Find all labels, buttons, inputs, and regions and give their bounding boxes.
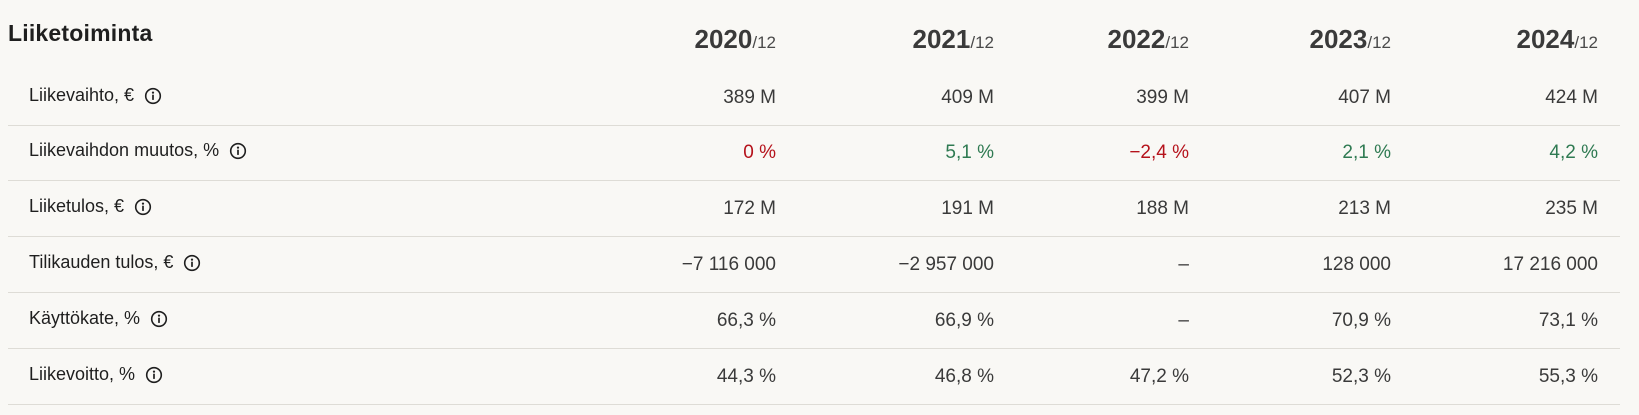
- year-label: 2021: [912, 24, 971, 54]
- table-cell: 409 M: [941, 87, 994, 108]
- table-cell: 70,9 %: [1331, 310, 1391, 331]
- table-cell: 2,1 %: [1342, 142, 1391, 163]
- row-label-container: Liiketulos, €: [29, 196, 152, 217]
- table-cell: 17 216 000: [1502, 254, 1598, 275]
- table-cell: 389 M: [723, 87, 776, 108]
- row-label-container: Tilikauden tulos, €: [29, 252, 201, 273]
- year-header-2: 2022/12: [1108, 24, 1189, 55]
- table-cell: −7 116 000: [681, 254, 776, 275]
- year-header-3: 2023/12: [1310, 24, 1391, 55]
- year-label: 2023: [1309, 24, 1368, 54]
- year-label: 2024: [1516, 24, 1575, 54]
- table-cell: 0 %: [743, 142, 776, 163]
- row-label-container: Liikevaihdon muutos, %: [29, 140, 247, 161]
- row-label: Liikevaihto, €: [29, 85, 135, 105]
- period-label: /12: [1574, 33, 1598, 52]
- table-row: Liiketulos, € 172 M 191 M 188 M 213 M 235 M: [8, 180, 1620, 237]
- table-cell: 55,3 %: [1538, 366, 1598, 387]
- info-icon[interactable]: [183, 254, 201, 272]
- table-cell: −2 957 000: [898, 254, 994, 275]
- table-cell: 188 M: [1136, 198, 1189, 219]
- row-label-container: Käyttökate, %: [29, 308, 168, 329]
- table-cell: –: [1178, 254, 1189, 275]
- period-label: /12: [970, 33, 994, 52]
- section-title: Liiketoiminta: [8, 20, 153, 46]
- table-cell: 44,3 %: [716, 366, 776, 387]
- table-row: Liikevoitto, % 44,3 % 46,8 % 47,2 % 52,3 % 55…: [8, 348, 1620, 405]
- row-label-container: Liikevaihto, €: [29, 85, 162, 106]
- year-header-0: 2020/12: [695, 24, 776, 55]
- table-cell: 213 M: [1338, 198, 1391, 219]
- year-label: 2022: [1107, 24, 1166, 54]
- table-cell: −2,4 %: [1129, 142, 1189, 163]
- table-cell: 73,1 %: [1538, 310, 1598, 331]
- table-cell: –: [1178, 310, 1189, 331]
- table-cell: 4,2 %: [1549, 142, 1598, 163]
- table-cell: 66,3 %: [716, 310, 776, 331]
- table-row: Liikevaihdon muutos, % 0 % 5,1 % −2,4 % 2,1 …: [8, 124, 1620, 181]
- row-label: Tilikauden tulos, €: [29, 252, 174, 272]
- table-cell: 47,2 %: [1129, 366, 1189, 387]
- table-cell: 66,9 %: [934, 310, 994, 331]
- info-icon[interactable]: [145, 366, 163, 384]
- table-cell: 235 M: [1545, 198, 1598, 219]
- info-icon[interactable]: [134, 198, 152, 216]
- table-cell: 407 M: [1338, 87, 1391, 108]
- info-icon[interactable]: [150, 310, 168, 328]
- year-header-4: 2024/12: [1517, 24, 1598, 55]
- table-cell: 399 M: [1136, 87, 1189, 108]
- row-label: Liikevoitto, %: [29, 364, 136, 384]
- year-header-1: 2021/12: [913, 24, 994, 55]
- info-icon[interactable]: [144, 87, 162, 105]
- info-icon[interactable]: [229, 142, 247, 160]
- period-label: /12: [1367, 33, 1391, 52]
- table-header: Liiketoiminta 2020/12 2021/12 2022/12 2023/…: [0, 0, 1620, 68]
- table-cell: 191 M: [941, 198, 994, 219]
- table-cell: 5,1 %: [945, 142, 994, 163]
- table-cell: 424 M: [1545, 87, 1598, 108]
- row-label-container: Liikevoitto, %: [29, 364, 163, 385]
- table-row: Käyttökate, % 66,3 % 66,9 % – 70,9 % 73,1 %: [8, 292, 1620, 349]
- row-label: Liikevaihdon muutos, %: [29, 140, 220, 160]
- table-cell: 128 000: [1322, 254, 1391, 275]
- row-label: Käyttökate, %: [29, 308, 141, 328]
- period-label: /12: [752, 33, 776, 52]
- period-label: /12: [1165, 33, 1189, 52]
- year-label: 2020: [694, 24, 753, 54]
- table-cell: 52,3 %: [1331, 366, 1391, 387]
- table-cell: 172 M: [723, 198, 776, 219]
- table-row: Liikevaihto, € 389 M 409 M 399 M 407 M 424 M: [8, 69, 1620, 126]
- table-cell: 46,8 %: [934, 366, 994, 387]
- table-row: Tilikauden tulos, € −7 116 000 −2 957 000 –…: [8, 236, 1620, 293]
- row-label: Liiketulos, €: [29, 196, 125, 216]
